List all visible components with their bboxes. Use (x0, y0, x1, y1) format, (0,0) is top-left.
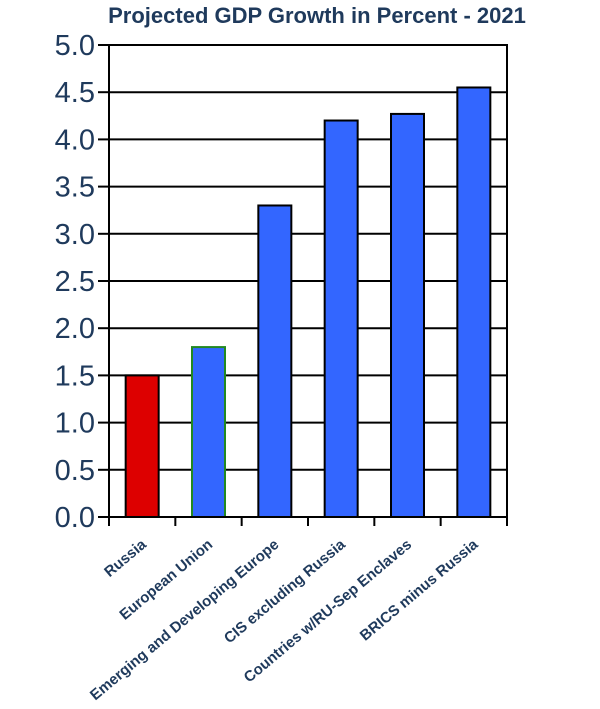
bar (456, 86, 492, 518)
y-tick-label: 4.0 (55, 124, 95, 156)
bar (124, 374, 160, 518)
y-tick-label: 4.5 (55, 77, 95, 109)
x-tick-label: CIS excluding Russia (221, 536, 349, 647)
y-tick-label: 2.0 (55, 313, 95, 345)
grid (98, 44, 507, 518)
y-tick-label: 2.5 (55, 266, 95, 298)
bar (191, 346, 226, 518)
y-tick-label: 0.5 (55, 455, 95, 487)
axes (108, 44, 508, 526)
chart-title: Projected GDP Growth in Percent - 2021 (108, 3, 526, 28)
bars (124, 86, 492, 519)
bar (257, 204, 293, 518)
y-tick-label: 0.0 (55, 502, 95, 534)
y-tick-label: 1.0 (55, 408, 95, 440)
bar (323, 119, 359, 519)
y-tick-labels: 0.0 0.5 1.0 1.5 2.0 2.5 3.0 3.5 4.0 4.5 5.0 (55, 30, 95, 534)
x-tick-label: Russia (101, 536, 150, 581)
x-tick-label: BRICS minus Russia (357, 536, 482, 645)
y-tick-label: 1.5 (55, 360, 95, 392)
y-tick-label: 3.5 (55, 172, 95, 204)
bar (390, 112, 425, 519)
y-tick-label: 3.0 (55, 219, 95, 251)
y-tick-label: 5.0 (55, 30, 95, 62)
